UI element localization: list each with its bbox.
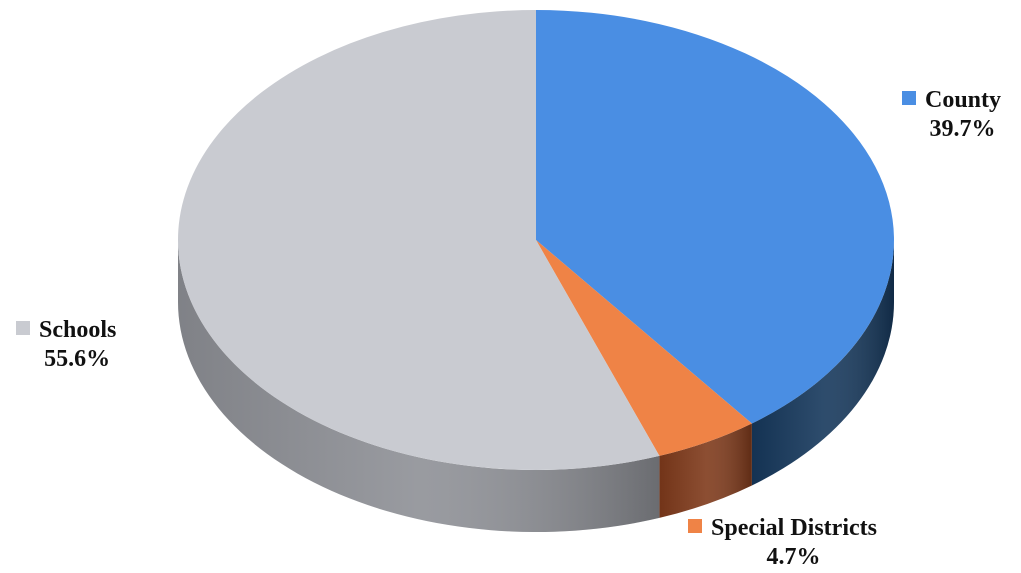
legend-swatch-county [902, 91, 916, 105]
pie-side-shade-special-districts [659, 423, 752, 518]
label-special-districts-name: Special Districts [711, 515, 877, 541]
label-schools-name: Schools [39, 317, 117, 343]
pie-slice-special-districts [536, 240, 752, 456]
label-special-districts: Special Districts 4.7% [688, 514, 877, 572]
label-schools-value: 55.6% [44, 346, 111, 372]
pie-side-shade-schools [178, 240, 660, 532]
legend-swatch-schools [16, 321, 30, 335]
legend-swatch-special-districts [688, 519, 702, 533]
pie-slice-schools [177, 10, 660, 470]
label-county-name: County [925, 87, 1002, 113]
pie-side-layer [178, 240, 894, 532]
pie-slice-county [536, 10, 894, 424]
label-county-value: 39.7% [929, 116, 996, 142]
pie-top-layer [177, 10, 894, 470]
label-county: County 39.7% [902, 86, 1001, 144]
pie-side-shade-county [751, 240, 894, 486]
label-schools: Schools 55.6% [16, 316, 116, 374]
label-special-districts-value: 4.7% [766, 544, 821, 570]
